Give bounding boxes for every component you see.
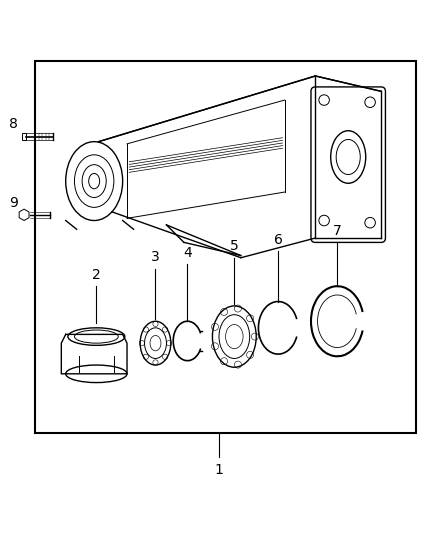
Bar [35, 61, 416, 433]
Bar [22, 133, 26, 140]
Text: 7: 7 [333, 224, 342, 238]
Text: 6: 6 [274, 233, 283, 247]
Text: 4: 4 [183, 246, 192, 260]
Text: 8: 8 [9, 117, 18, 131]
Text: 9: 9 [9, 196, 18, 209]
Text: 1: 1 [215, 463, 223, 477]
Text: 3: 3 [151, 251, 160, 264]
Text: 5: 5 [230, 239, 239, 253]
Text: 2: 2 [92, 268, 101, 282]
